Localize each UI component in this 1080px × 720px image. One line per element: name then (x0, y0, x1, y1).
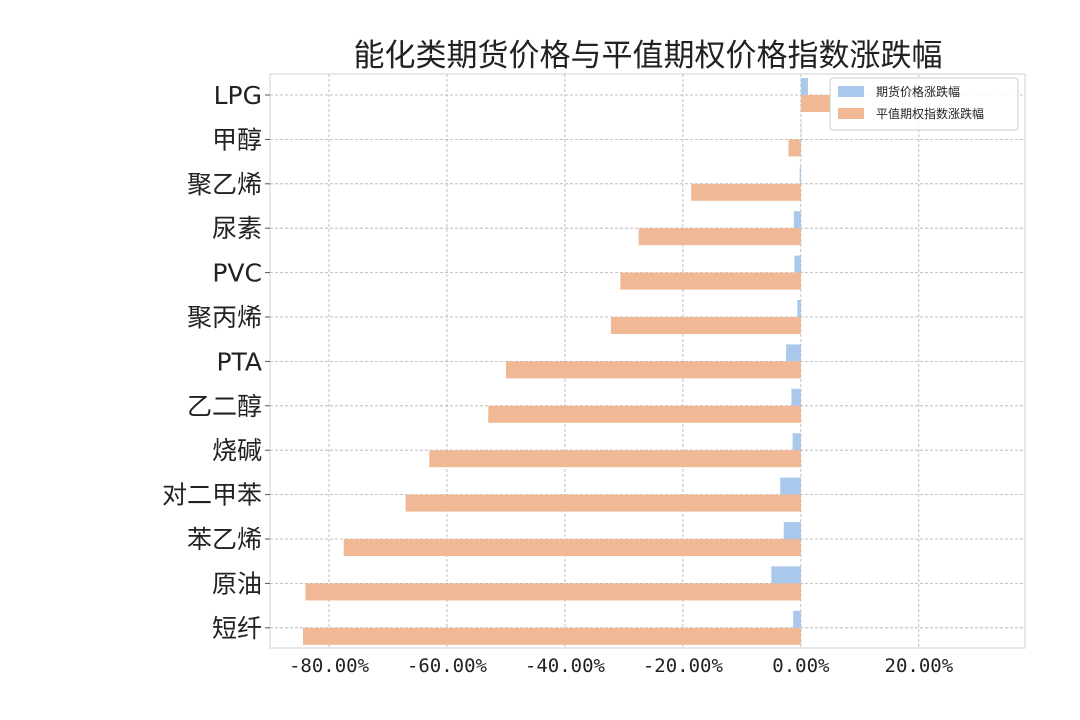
futures-change-bar (800, 122, 802, 140)
option-index-change-bar (405, 494, 801, 512)
legend-swatch (838, 108, 864, 119)
legend-label: 期货价格涨跌幅 (876, 84, 960, 99)
chart-title: 能化类期货价格与平值期权价格指数涨跌幅 (354, 38, 943, 74)
option-index-change-bar (610, 317, 801, 334)
value-axis: -80.00% -60.00% -40.00% -20.00% 0.00% 20.00% (289, 655, 954, 677)
futures-change-bar (786, 344, 801, 362)
x-tick-label: 0.00% (772, 655, 830, 677)
option-index-change-bar (505, 361, 801, 379)
futures-change-bar (800, 78, 808, 95)
legend-box (829, 77, 1019, 131)
futures-change-bar (799, 166, 801, 184)
category-label: 聚丙烯 (187, 303, 262, 332)
option-index-change-bar (620, 272, 801, 290)
x-tick-label: -20.00% (643, 655, 724, 677)
category-label: 尿素 (212, 214, 262, 243)
option-index-change-bar (305, 583, 801, 601)
legend-label: 平值期权指数涨跌幅 (876, 106, 984, 121)
x-tick-label: -60.00% (407, 655, 488, 677)
category-label: 短纤 (212, 614, 262, 643)
option-index-change-bar (788, 139, 801, 157)
x-tick-label: -80.00% (289, 655, 370, 677)
option-index-change-bar (343, 539, 801, 556)
category-label: 对二甲苯 (162, 481, 262, 510)
x-tick-label: 20.00% (885, 655, 954, 677)
category-label: 烧碱 (212, 436, 262, 465)
futures-change-bar (794, 255, 801, 273)
futures-change-bar (791, 388, 801, 406)
futures-change-bar (797, 300, 801, 317)
legend-swatch (838, 86, 864, 97)
futures-change-bar (771, 566, 801, 584)
category-label: PTA (216, 347, 262, 376)
category-label: 苯乙烯 (187, 525, 262, 554)
category-label: 乙二醇 (187, 392, 262, 421)
option-index-change-bar (429, 450, 801, 468)
bars (303, 78, 830, 645)
option-index-change-bar (488, 405, 801, 423)
option-index-change-bar (800, 95, 830, 112)
x-tick-label: -40.00% (525, 655, 606, 677)
futures-change-bar (783, 522, 801, 539)
category-label: 原油 (212, 569, 262, 598)
futures-change-bar (792, 433, 801, 451)
option-index-change-bar (303, 627, 801, 645)
option-index-change-bar (691, 183, 801, 201)
category-label: PVC (212, 259, 262, 288)
grid (270, 74, 1025, 648)
futures-change-bar (793, 211, 801, 229)
futures-change-bar (793, 610, 801, 628)
category-label: 聚乙烯 (187, 170, 262, 199)
futures-change-bar (780, 477, 801, 495)
option-index-change-bar (638, 228, 801, 246)
category-label: 甲醇 (212, 125, 262, 154)
category-label: LPG (214, 81, 262, 110)
